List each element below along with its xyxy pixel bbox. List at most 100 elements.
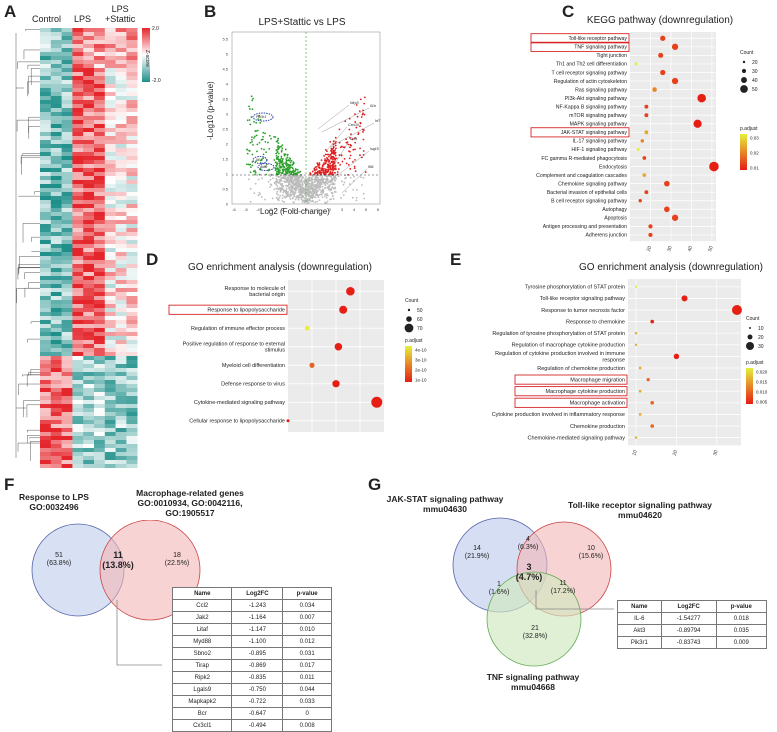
heatmap-cell	[115, 72, 127, 77]
go-e-title: GO enrichment analysis (downregulation)	[579, 262, 763, 273]
volcano-point	[323, 162, 325, 164]
volcano-point	[313, 190, 316, 192]
g-tlr-tnf-pct: (17.2%)	[550, 588, 576, 595]
heatmap-cell	[40, 100, 52, 105]
heatmap-cell	[126, 28, 138, 33]
heatmap-cell	[61, 360, 73, 365]
volcano-point	[258, 114, 261, 117]
dotplot-category-label: Response to molecule of	[224, 286, 285, 292]
heatmap-cell	[72, 188, 84, 193]
heatmap-cell	[115, 460, 127, 465]
heatmap-cell	[104, 216, 116, 221]
heatmap-cell	[61, 328, 73, 333]
heatmap-cell	[126, 372, 138, 377]
heatmap-cell	[83, 244, 95, 249]
volcano-point	[340, 180, 343, 183]
heatmap-cell	[40, 256, 52, 261]
heatmap-cell	[83, 308, 95, 313]
volcano-point	[254, 135, 256, 138]
dotplot-category-label: Regulation of tyrosine phosphorylation o…	[492, 331, 625, 337]
heatmap-cell	[115, 292, 127, 297]
g-tnf-only: 21 (32.8%)	[520, 625, 550, 641]
heatmap-cell	[50, 212, 62, 217]
heatmap-cell	[50, 256, 62, 261]
heatmap-cell	[40, 212, 52, 217]
volcano-point	[299, 176, 302, 178]
volcano-point	[289, 170, 292, 173]
table-header-cell: Name	[617, 600, 662, 613]
volcano-point	[283, 153, 286, 156]
heatmap-cell	[115, 48, 127, 53]
volcano-point	[354, 141, 357, 144]
heatmap-cell	[94, 112, 106, 117]
heatmap-cell	[104, 224, 116, 229]
volcano-xtick: 3	[341, 207, 344, 212]
heatmap-cell	[115, 432, 127, 437]
volcano-point	[324, 202, 326, 204]
table-header-cell: Name	[171, 587, 233, 600]
circle-akt3	[257, 163, 275, 171]
volcano-point	[276, 162, 278, 165]
heatmap-cell	[40, 204, 52, 209]
volcano-point	[338, 141, 341, 144]
volcano-point	[309, 188, 312, 191]
heatmap-cell	[72, 128, 84, 133]
g-jak-title-2: mmu04630	[423, 504, 467, 514]
dotplot-point	[309, 362, 315, 368]
volcano-point	[338, 128, 341, 131]
volcano-xtick: 1	[317, 207, 320, 212]
heatmap-cell	[104, 464, 116, 468]
volcano-xtick: -3	[268, 207, 272, 212]
volcano-point	[277, 198, 280, 200]
heatmap-cell	[61, 368, 73, 373]
heatmap-cell	[126, 416, 138, 421]
heatmap-cell	[72, 400, 84, 405]
heatmap-cell	[104, 320, 116, 325]
volcano-point	[357, 132, 360, 134]
heatmap-cell	[126, 412, 138, 417]
heatmap-cell	[83, 236, 95, 241]
table-row: Ripk2 -0.835 0.011	[171, 671, 332, 684]
heatmap-cell	[115, 316, 127, 321]
heatmap-cell	[94, 204, 106, 209]
volcano-point	[275, 154, 278, 157]
heatmap-cell	[61, 304, 73, 309]
heatmap-cell	[72, 344, 84, 349]
heatmap-cell	[61, 68, 73, 73]
highlight-box	[168, 304, 288, 315]
volcano-point	[333, 190, 336, 193]
heatmap-cell	[115, 140, 127, 145]
heatmap-cell	[115, 428, 127, 433]
heatmap-cell	[50, 244, 62, 249]
heatmap-cell	[115, 32, 127, 37]
heatmap-cell	[61, 172, 73, 177]
volcano-point	[267, 180, 270, 183]
heatmap-cell	[72, 180, 84, 185]
dotplot-xtick: 10	[631, 449, 639, 456]
heatmap-cell	[72, 392, 84, 397]
volcano-point	[255, 121, 258, 124]
heatmap-cell	[104, 164, 116, 169]
heatmap-cell	[83, 116, 95, 121]
heatmap-cell	[115, 236, 127, 241]
volcano-point	[317, 178, 320, 181]
heatmap-cell	[94, 320, 106, 325]
volcano-point	[330, 160, 333, 163]
heatmap-cell	[50, 460, 62, 465]
heatmap-cell	[126, 204, 138, 209]
volcano-point	[317, 185, 320, 188]
dotplot-category-label: TNF signaling pathway	[574, 45, 627, 51]
heatmap-cell	[126, 292, 138, 297]
volcano-label-leader	[341, 168, 368, 194]
heatmap-cell	[61, 372, 73, 377]
volcano-point	[310, 184, 313, 187]
heatmap-cell	[94, 360, 106, 365]
heatmap-cell	[72, 436, 84, 441]
volcano-point	[292, 186, 294, 189]
g-tnf-only-pct: (32.8%)	[522, 633, 548, 640]
heatmap-cell	[83, 140, 95, 145]
heatmap-cell	[50, 36, 62, 41]
dotplot-point	[660, 69, 666, 76]
volcano-point	[322, 180, 325, 182]
volcano-point	[276, 172, 278, 175]
